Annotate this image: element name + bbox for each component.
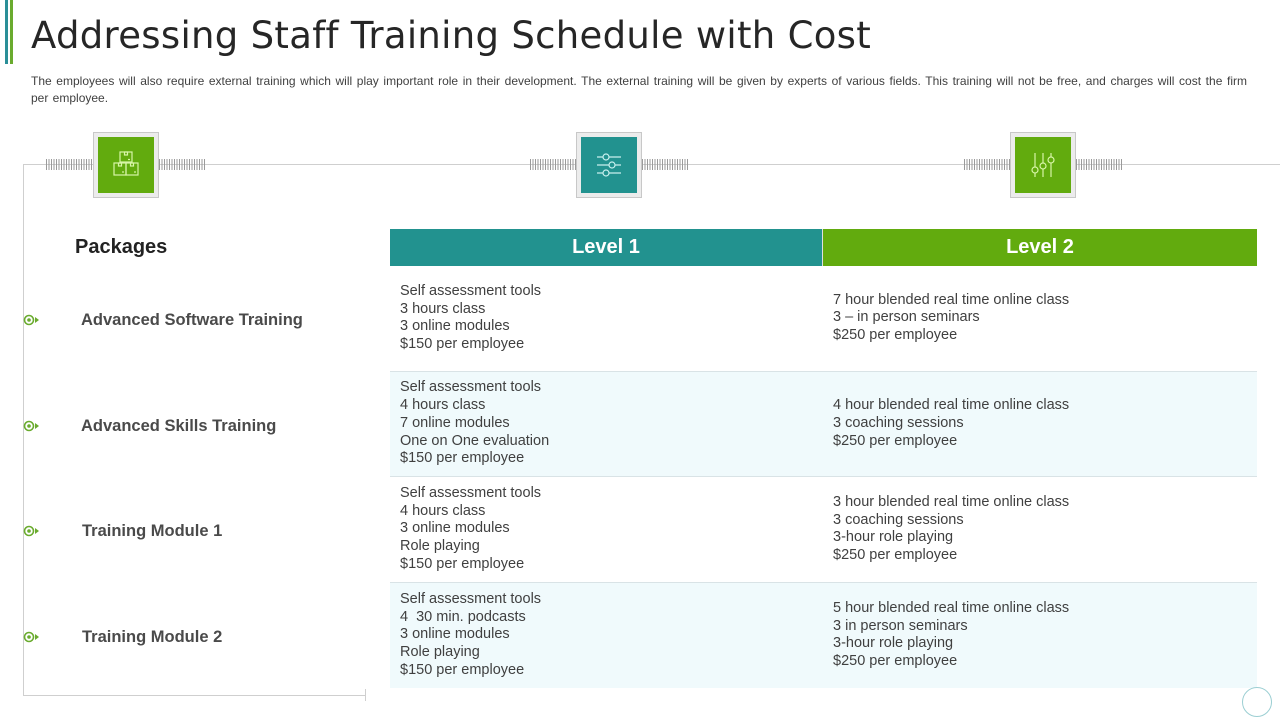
cell-line: 4 hours class — [400, 397, 486, 414]
cell-line: 3 online modules — [400, 318, 510, 335]
table-row: Self assessment tools 4 hours class 7 on… — [390, 371, 1257, 477]
tick-decoration — [530, 159, 577, 170]
cell-line: 3 hour blended real time online class — [833, 493, 1070, 510]
cell-line: 7 online modules — [400, 414, 510, 431]
package-item: Advanced Software Training — [22, 311, 303, 329]
tick-decoration — [159, 159, 206, 170]
page-title: Addressing Staff Training Schedule with … — [31, 14, 872, 57]
package-item: Training Module 1 — [22, 522, 222, 540]
cell-line: Self assessment tools — [400, 484, 542, 501]
package-label: Training Module 2 — [82, 627, 223, 646]
page-subtitle: The employees will also require external… — [31, 74, 1247, 105]
table-row: Self assessment tools 4 hours class 3 on… — [390, 477, 1257, 583]
header-level-1: Level 1 — [390, 229, 823, 266]
cell-line: 5 hour blended real time online class — [833, 599, 1070, 616]
cell-line: $150 per employee — [400, 555, 525, 572]
icon-tile-level2 — [1010, 132, 1076, 198]
tick-decoration — [1076, 159, 1123, 170]
cell-line: 3 coaching sessions — [833, 414, 964, 431]
tick-decoration — [46, 159, 93, 170]
level2-cell: 7 hour blended real time online class 3 … — [823, 266, 1257, 371]
accent-bar-green — [10, 0, 13, 64]
cell-line: 3 coaching sessions — [833, 511, 964, 528]
level1-cell: Self assessment tools 4 hours class 3 on… — [390, 477, 823, 582]
icon-tile-level1 — [576, 132, 642, 198]
table-row: Self assessment tools 4 30 min. podcasts… — [390, 582, 1257, 689]
cell-line: $150 per employee — [400, 661, 525, 678]
target-arrow-icon — [22, 631, 44, 643]
cell-line: 3-hour role playing — [833, 635, 954, 652]
sliders-horizontal-icon — [597, 153, 621, 177]
cell-line: $150 per employee — [400, 335, 525, 352]
frame-line-left — [23, 164, 24, 695]
package-item: Training Module 2 — [22, 628, 222, 646]
tick-decoration — [642, 159, 689, 170]
cell-line: 3 online modules — [400, 520, 510, 537]
cell-line: 3 online modules — [400, 626, 510, 643]
cell-line: Self assessment tools — [400, 590, 542, 607]
target-arrow-icon — [22, 314, 44, 326]
cell-line: Role playing — [400, 538, 480, 555]
cell-line: Self assessment tools — [400, 282, 542, 299]
cell-line: 3 in person seminars — [833, 617, 968, 634]
cell-line: $150 per employee — [400, 450, 525, 467]
cell-line: 7 hour blended real time online class — [833, 291, 1070, 308]
level1-cell: Self assessment tools 4 30 min. podcasts… — [390, 583, 823, 689]
cell-line: 3 – in person seminars — [833, 309, 980, 326]
sliders-vertical-icon — [1031, 153, 1055, 177]
frame-line-bottom — [23, 695, 366, 696]
boxes-icon — [113, 151, 139, 176]
table-row: Self assessment tools 3 hours class 3 on… — [390, 266, 1257, 372]
package-item: Advanced Skills Training — [22, 417, 276, 435]
cell-line: 4 hours class — [400, 502, 486, 519]
frame-line-end — [365, 689, 366, 701]
cell-line: $250 per employee — [833, 546, 958, 563]
cell-line: 4 hour blended real time online class — [833, 397, 1070, 414]
target-arrow-icon — [22, 420, 44, 432]
cell-line: Self assessment tools — [400, 379, 542, 396]
cell-line: 3 hours class — [400, 300, 486, 317]
level1-cell: Self assessment tools 4 hours class 7 on… — [390, 372, 823, 477]
packages-heading: Packages — [75, 236, 168, 258]
cell-line: 3-hour role playing — [833, 529, 954, 546]
table-header: Level 1 Level 2 — [390, 229, 1257, 266]
level1-cell: Self assessment tools 3 hours class 3 on… — [390, 266, 823, 371]
cell-line: $250 per employee — [833, 652, 958, 669]
level2-cell: 5 hour blended real time online class 3 … — [823, 583, 1257, 689]
tick-decoration — [964, 159, 1011, 170]
level2-cell: 4 hour blended real time online class 3 … — [823, 372, 1257, 477]
cell-line: 4 30 min. podcasts — [400, 608, 526, 625]
package-label: Advanced Skills Training — [81, 416, 277, 435]
package-label: Advanced Software Training — [81, 310, 303, 329]
navigation-circle-button[interactable] — [1242, 687, 1272, 717]
icon-tile-packages — [93, 132, 159, 198]
cell-line: Role playing — [400, 644, 480, 661]
cell-line: $250 per employee — [833, 432, 958, 449]
package-label: Training Module 1 — [82, 521, 223, 540]
cell-line: $250 per employee — [833, 327, 958, 344]
header-level-2: Level 2 — [823, 229, 1257, 266]
training-cost-table: Level 1 Level 2 Self assessment tools 3 … — [390, 229, 1257, 688]
cell-line: One on One evaluation — [400, 432, 550, 449]
target-arrow-icon — [22, 525, 44, 537]
level2-cell: 3 hour blended real time online class 3 … — [823, 477, 1257, 582]
accent-bar-teal — [5, 0, 8, 64]
